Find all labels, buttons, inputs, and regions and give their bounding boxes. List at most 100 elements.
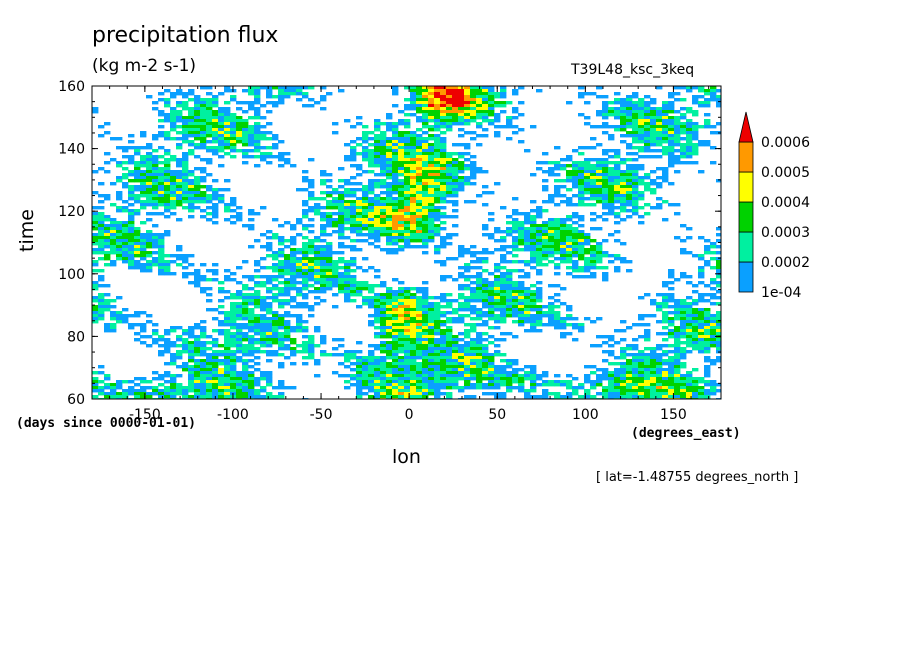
field-cell [308,191,315,195]
field-cell [188,182,195,186]
field-cell [452,173,459,177]
field-cell [398,167,405,171]
field-cell [440,245,447,249]
field-cell [314,257,321,261]
field-cell [614,101,621,105]
field-cell [380,293,387,297]
field-cell [248,326,255,330]
field-cell [350,263,357,267]
field-cell [416,164,423,168]
field-cell [128,146,135,150]
field-cell [224,359,231,363]
field-cell [158,200,165,204]
field-cell [614,197,621,201]
field-cell [590,365,597,369]
field-cell [452,380,459,384]
field-cell [200,128,207,132]
field-cell [602,335,609,339]
field-cell [482,314,489,318]
field-cell [452,101,459,105]
field-cell [266,305,273,309]
field-cell [494,275,501,279]
field-cell [380,218,387,222]
field-cell [566,170,573,174]
field-cell [518,296,525,300]
field-cell [104,239,111,243]
field-cell [320,218,327,222]
field-cell [602,200,609,204]
field-cell [290,164,297,168]
field-cell [710,89,717,93]
field-cell [188,341,195,345]
field-cell [440,239,447,243]
field-cell [512,287,519,291]
field-cell [428,362,435,366]
field-cell [614,380,621,384]
field-cell [164,164,171,168]
field-cell [398,359,405,363]
field-cell [464,308,471,312]
field-cell [476,380,483,384]
field-cell [584,179,591,183]
field-cell [128,230,135,234]
field-cell [416,158,423,162]
field-cell [584,251,591,255]
field-cell [440,95,447,99]
field-cell [194,386,201,390]
field-cell [284,320,291,324]
field-cell [416,176,423,180]
field-cell [356,350,363,354]
field-cell [242,302,249,306]
field-cell [158,239,165,243]
field-cell [248,383,255,387]
field-cell [644,155,651,159]
field-cell [422,326,429,330]
field-cell [428,113,435,117]
field-cell [458,272,465,276]
field-cell [248,299,255,303]
field-cell [368,242,375,246]
field-cell [482,260,489,264]
field-cell [590,218,597,222]
field-cell [410,371,417,375]
field-cell [374,284,381,288]
field-cell [434,137,441,141]
field-cell [428,128,435,132]
field-cell [452,107,459,111]
field-cell [692,314,699,318]
field-cell [152,377,159,381]
field-cell [224,338,231,342]
field-cell [362,221,369,225]
field-cell [488,104,495,108]
field-cell [272,338,279,342]
field-cell [194,206,201,210]
field-cell [164,374,171,378]
field-cell [446,293,453,297]
field-cell [380,362,387,366]
field-cell [392,374,399,378]
field-cell [626,179,633,183]
field-cell [596,95,603,99]
field-cell [692,368,699,372]
field-cell [692,143,699,147]
field-cell [632,107,639,111]
field-cell [680,365,687,369]
field-cell [122,320,129,324]
field-cell [368,284,375,288]
field-cell [410,293,417,297]
field-cell [296,248,303,252]
field-cell [224,350,231,354]
field-cell [560,245,567,249]
field-cell [626,98,633,102]
field-cell [686,251,693,255]
field-cell [566,230,573,234]
field-cell [170,170,177,174]
field-cell [380,206,387,210]
field-cell [344,194,351,198]
field-cell [536,329,543,333]
field-cell [98,125,105,129]
field-cell [410,380,417,384]
field-cell [290,239,297,243]
field-cell [350,278,357,282]
field-cell [266,317,273,321]
